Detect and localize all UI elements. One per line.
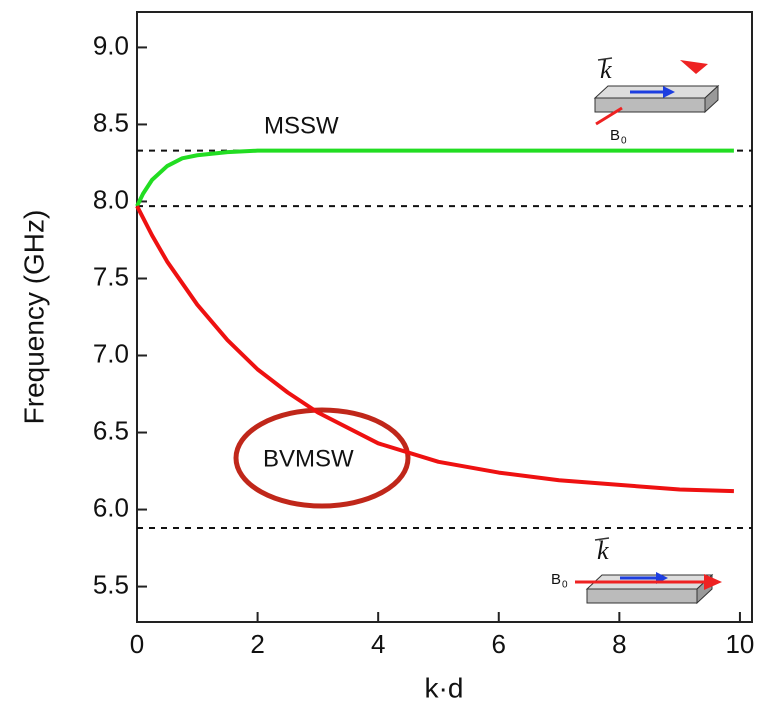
x-tick-label: 6	[492, 629, 506, 659]
y-tick-label: 6.5	[93, 415, 129, 445]
inset-wave-label: k	[597, 536, 609, 565]
y-tick-label: 7.0	[93, 338, 129, 368]
inset-top: k B 0	[593, 55, 720, 147]
y-tick-label: 7.5	[93, 261, 129, 291]
x-tick-label: 8	[612, 629, 626, 659]
series-line	[135, 148, 734, 207]
series-label: MSSW	[264, 112, 339, 139]
series-line	[135, 205, 734, 494]
y-tick-label: 6.0	[93, 492, 129, 522]
highlight-ellipse	[233, 407, 411, 509]
x-tick-label: 4	[371, 629, 385, 659]
inset-field-label: B	[610, 127, 620, 144]
inset-field-subscript: 0	[562, 580, 568, 591]
series-label: BVMSW	[263, 445, 354, 472]
inset-wave-label: k	[600, 55, 612, 84]
y-axis-label: Frequency (GHz)	[18, 210, 49, 425]
x-tick-label: 0	[130, 629, 144, 659]
x-tick-label: 10	[725, 629, 754, 659]
inset-field-label: B	[551, 571, 561, 588]
y-tick-label: 9.0	[93, 30, 129, 60]
inset-bottom: k B 0	[551, 536, 722, 605]
plot-frame	[136, 11, 753, 623]
y-tick-label: 5.5	[93, 569, 129, 599]
y-tick-label: 8.0	[93, 184, 129, 214]
x-tick-label: 2	[250, 629, 264, 659]
y-tick-label: 8.5	[93, 107, 129, 137]
inset-field-subscript: 0	[621, 136, 627, 147]
x-axis-label: k·d	[425, 672, 464, 703]
